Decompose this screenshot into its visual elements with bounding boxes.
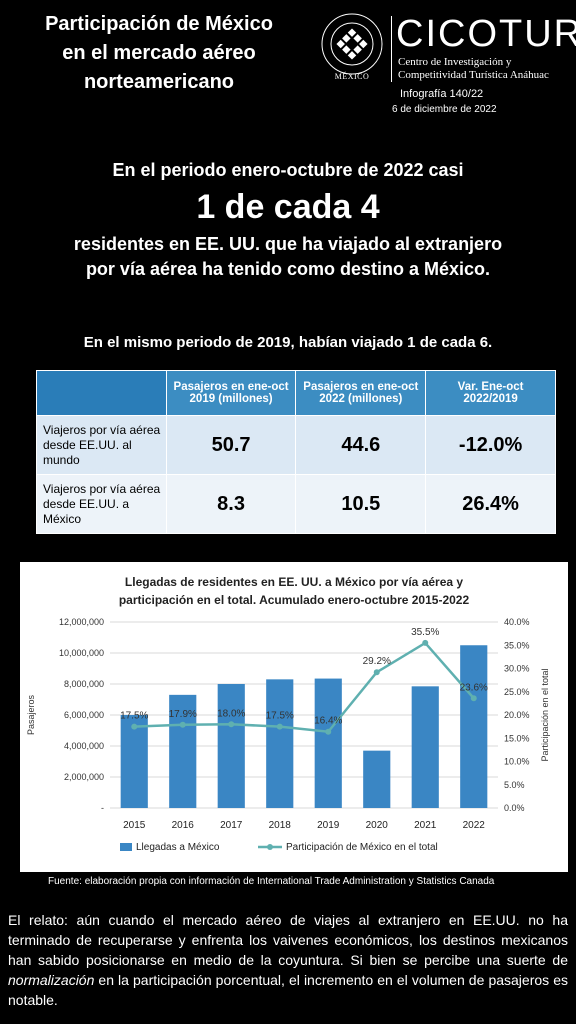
- share-point: [470, 695, 477, 702]
- share-data-label: 23.6%: [460, 682, 488, 693]
- cell-var: 26.4%: [425, 474, 556, 534]
- bar: [266, 679, 294, 808]
- share-data-label: 35.5%: [411, 627, 439, 638]
- table-header: Pasajeros en ene-oct 2022 (millones): [295, 370, 427, 416]
- title-line: en el mercado aéreo: [62, 42, 256, 64]
- share-data-label: 18.0%: [217, 708, 245, 719]
- share-data-label: 17.5%: [266, 711, 294, 722]
- bar: [363, 750, 391, 808]
- source-note: Fuente: elaboración propia con informaci…: [48, 876, 495, 887]
- y2-tick-label: 5.0%: [504, 780, 525, 790]
- headline-note: En el mismo periodo de 2019, habían viaj…: [83, 334, 493, 351]
- bar: [169, 694, 197, 808]
- y-tick-label: 12,000,000: [59, 617, 104, 627]
- brand-sub-line: Centro de Investigación y: [398, 56, 512, 68]
- university-seal-icon: [321, 13, 383, 75]
- table-header: [36, 370, 167, 416]
- share-data-label: 17.5%: [120, 711, 148, 722]
- infografia-number: Infografía 140/22: [400, 88, 484, 100]
- table-header-row: Pasajeros en ene-oct 2019 (millones) Pas…: [36, 370, 556, 416]
- story-part: El relato: aún cuando el mercado aéreo d…: [8, 912, 568, 968]
- headline-rest: residentes en EE. UU. que ha viajado al …: [73, 234, 503, 279]
- brand-name: CICOTUR: [396, 13, 576, 55]
- x-tick-label: 2015: [123, 820, 146, 831]
- chart-panel: Llegadas de residentes en EE. UU. a Méxi…: [20, 562, 568, 872]
- y2-tick-label: 40.0%: [504, 617, 530, 627]
- legend-label: Llegadas a México: [136, 842, 220, 853]
- story-emphasis: normalización: [8, 972, 95, 988]
- share-point: [422, 639, 429, 646]
- brand-subtitle: Centro de Investigación y Competitividad…: [398, 56, 549, 82]
- table-row: Viajeros por vía aérea desde EE.UU. a Mé…: [36, 474, 556, 534]
- y-tick-label: 4,000,000: [64, 741, 104, 751]
- y-tick-label: -: [101, 803, 104, 813]
- legend-label: Participación de México en el total: [286, 842, 438, 853]
- share-point: [131, 723, 138, 730]
- legend-swatch-marker: [267, 844, 273, 850]
- x-tick-label: 2022: [463, 820, 486, 831]
- share-point: [179, 721, 186, 728]
- y2-tick-label: 30.0%: [504, 664, 530, 674]
- y2-tick-label: 20.0%: [504, 710, 530, 720]
- y2-tick-label: 10.0%: [504, 757, 530, 767]
- share-point: [325, 728, 332, 735]
- bar: [460, 645, 488, 808]
- table-row: Viajeros por vía aérea desde EE.UU. al m…: [36, 415, 556, 475]
- chart-title: Llegadas de residentes en EE. UU. a Méxi…: [125, 575, 463, 589]
- logo-text: MÉXICO: [334, 72, 370, 81]
- share-point: [373, 669, 380, 676]
- y-tick-label: 8,000,000: [64, 679, 104, 689]
- bar: [411, 686, 439, 808]
- share-data-label: 17.9%: [169, 709, 197, 720]
- row-label: Viajeros por vía aérea desde EE.UU. a Mé…: [36, 474, 167, 534]
- brand-sub-line: Competitividad Turística Anáhuac: [398, 69, 549, 81]
- cell-2022: 44.6: [295, 415, 427, 475]
- table-header: Var. Ene-oct 2022/2019: [425, 370, 556, 416]
- share-point: [228, 721, 235, 728]
- bar: [217, 684, 245, 808]
- share-data-label: 16.4%: [314, 716, 342, 727]
- y-tick-label: 6,000,000: [64, 710, 104, 720]
- cell-2019: 8.3: [165, 474, 297, 534]
- y2-tick-label: 0.0%: [504, 803, 525, 813]
- y2-tick-label: 15.0%: [504, 733, 530, 743]
- bar: [314, 678, 342, 808]
- x-tick-label: 2019: [317, 820, 340, 831]
- chart-title: participación en el total. Acumulado ene…: [119, 593, 470, 607]
- headline-big: 1 de cada 4: [196, 188, 380, 226]
- x-tick-label: 2017: [220, 820, 243, 831]
- legend-swatch-bars: [120, 843, 132, 851]
- comparison-table: Pasajeros en ene-oct 2019 (millones) Pas…: [36, 370, 556, 534]
- cell-2019: 50.7: [165, 415, 297, 475]
- publication-date: 6 de diciembre de 2022: [392, 104, 497, 115]
- x-tick-label: 2018: [269, 820, 292, 831]
- y2-tick-label: 35.0%: [504, 640, 530, 650]
- y-tick-label: 10,000,000: [59, 648, 104, 658]
- story-text: El relato: aún cuando el mercado aéreo d…: [8, 910, 568, 1010]
- x-tick-label: 2016: [172, 820, 195, 831]
- share-point: [276, 723, 283, 730]
- title-line: norteamericano: [83, 71, 235, 93]
- row-label: Viajeros por vía aérea desde EE.UU. al m…: [36, 415, 167, 475]
- cell-var: -12.0%: [425, 415, 556, 475]
- y2-tick-label: 25.0%: [504, 687, 530, 697]
- bar: [120, 715, 148, 808]
- cell-2022: 10.5: [295, 474, 427, 534]
- y-tick-label: 2,000,000: [64, 772, 104, 782]
- arrivals-chart: Llegadas de residentes en EE. UU. a Méxi…: [26, 575, 550, 853]
- x-tick-label: 2020: [366, 820, 389, 831]
- share-data-label: 29.2%: [363, 656, 391, 667]
- headline-lead: En el periodo enero-octubre de 2022 casi: [112, 160, 464, 180]
- divider: [391, 16, 392, 82]
- story-part: en la participación porcentual, el incre…: [8, 972, 568, 1008]
- x-tick-label: 2021: [414, 820, 437, 831]
- table-header: Pasajeros en ene-oct 2019 (millones): [165, 370, 297, 416]
- title-line: Participación de México: [45, 13, 273, 35]
- y-axis-label: Pasajeros: [26, 694, 36, 735]
- page-title: Participación de México en el mercado aé…: [14, 10, 304, 97]
- y2-axis-label: Participación en el total: [540, 668, 550, 761]
- share-line: [134, 641, 475, 734]
